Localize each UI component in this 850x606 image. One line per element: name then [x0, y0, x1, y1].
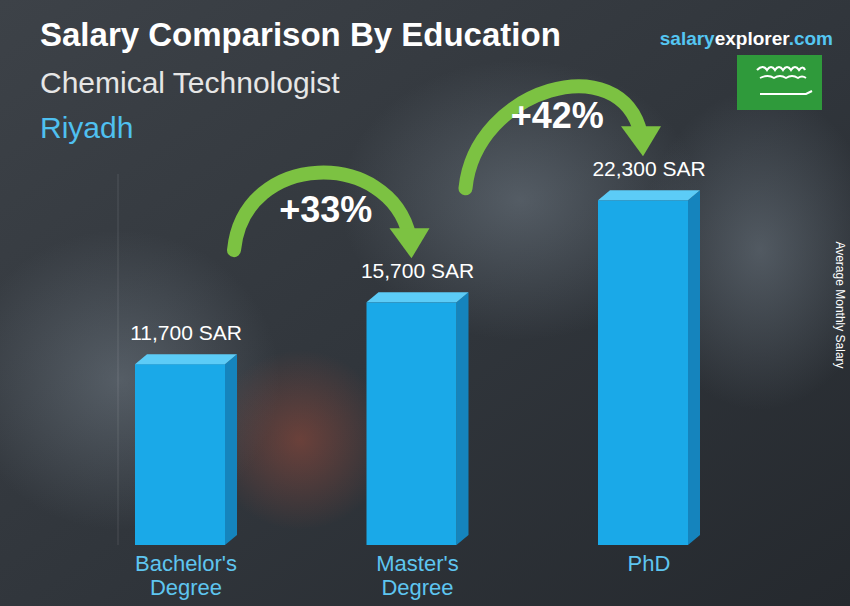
category-label-line: Degree: [381, 575, 453, 600]
source-part: salary: [660, 28, 715, 49]
annotation-arrow: [466, 86, 642, 188]
category-label-line: Master's: [376, 551, 458, 576]
category-label-line: Degree: [150, 575, 222, 600]
subtitle: Chemical Technologist: [40, 66, 340, 99]
bar-side: [688, 190, 700, 545]
bar-top: [135, 354, 237, 364]
annotation: +42%: [511, 95, 604, 136]
source-part: .com: [789, 28, 833, 49]
data-label: 11,700 SAR: [130, 321, 242, 344]
source-part: explorer: [715, 28, 791, 49]
chart-container: Salary Comparison By Education Chemical T…: [0, 0, 850, 606]
annotation-arrowhead: [390, 228, 430, 258]
bar-top: [598, 190, 700, 200]
flag-sword: [760, 91, 812, 94]
bar-side: [457, 292, 469, 545]
data-label: 15,700 SAR: [361, 259, 474, 282]
category-label-line: Bachelor's: [135, 551, 237, 576]
bar: [135, 364, 225, 545]
chart-svg: Salary Comparison By Education Chemical T…: [0, 0, 850, 606]
title: Salary Comparison By Education: [40, 16, 561, 53]
bar-side: [225, 354, 237, 545]
category-label: Master'sDegree: [376, 551, 458, 600]
bars: [135, 190, 700, 545]
flag-script: [757, 67, 805, 70]
flag: [737, 55, 822, 110]
bar: [598, 200, 688, 545]
category-label: PhD: [628, 551, 671, 576]
annotation-arrowhead: [621, 126, 661, 156]
y-axis-label: Average Monthly Salary: [833, 241, 847, 368]
annotation-arrow: [234, 173, 410, 251]
category-label: Bachelor'sDegree: [135, 551, 237, 600]
location: Riyadh: [40, 111, 133, 144]
category-label-line: PhD: [628, 551, 671, 576]
data-label: 22,300 SAR: [592, 157, 705, 180]
source: salaryexplorer.com: [660, 28, 833, 49]
annotation: +33%: [279, 189, 372, 230]
value-axis: [118, 174, 119, 545]
flag-script: [760, 76, 806, 78]
bar-top: [367, 292, 469, 302]
bar: [367, 302, 457, 545]
